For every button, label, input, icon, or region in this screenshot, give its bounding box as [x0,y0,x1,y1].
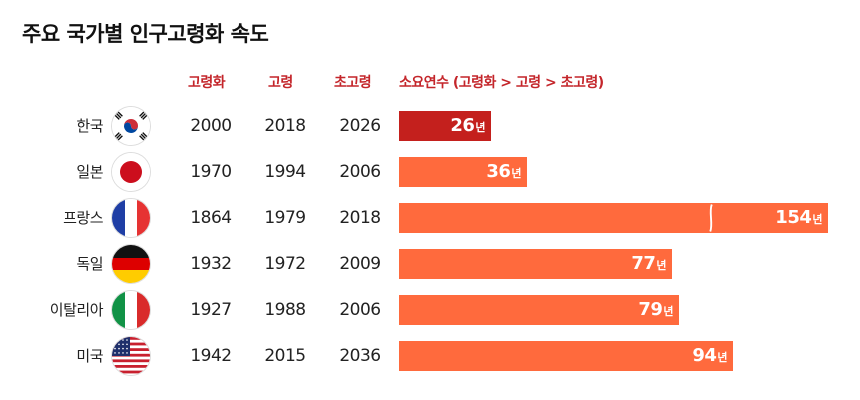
duration-bar: 26년 [399,111,491,141]
bar-value-label: 77년 [631,249,666,279]
bar-value-label: 36년 [486,157,521,187]
bar-unit: 년 [511,167,521,180]
japan-flag-icon [112,153,150,191]
year-super-aged: 2026 [339,116,381,136]
country-label: 한국 [76,117,103,135]
year-aging: 1942 [190,346,232,366]
korea-flag-icon [112,107,150,145]
year-aging: 1927 [190,300,232,320]
country-label: 일본 [76,163,103,181]
bar-value-label: 26년 [450,111,485,141]
table-row: 이탈리아 1927 1988 2006 79년 [0,290,860,330]
year-aged: 2018 [264,116,306,136]
table-row: 한국 2000 2018 2026 26년 [0,106,860,146]
bar-unit: 년 [717,351,727,364]
table-row: 미국 1942 2015 2036 94년 [0,336,860,376]
italy-flag-icon [112,291,150,329]
country-label: 독일 [76,255,103,273]
bar-unit: 년 [663,305,673,318]
duration-bar: 94년 [399,341,733,371]
year-aged: 1988 [264,300,306,320]
bar-value: 77 [631,253,656,274]
bar-value: 26 [450,115,475,136]
axis-break-icon [709,204,713,232]
year-aged: 1994 [264,162,306,182]
bar-value: 154 [775,207,812,228]
header-super-aged: 초고령 [334,75,372,91]
year-super-aged: 2006 [339,162,381,182]
header-aging: 고령화 [188,75,226,91]
country-label: 미국 [76,347,103,365]
duration-bar: 154년 [399,203,828,233]
bar-value-label: 79년 [638,295,673,325]
year-aged: 2015 [264,346,306,366]
bar-unit: 년 [812,213,822,226]
table-row: 일본 1970 1994 2006 36년 [0,152,860,192]
duration-bar: 36년 [399,157,527,187]
header-duration: 소요연수 (고령화 > 고령 > 초고령) [399,75,604,91]
france-flag-icon [112,199,150,237]
germany-flag-icon [112,245,150,283]
bar-value: 94 [692,345,717,366]
duration-bar: 79년 [399,295,679,325]
usa-flag-icon [112,337,150,375]
bar-value-label: 94년 [692,341,727,371]
bar-value: 79 [638,299,663,320]
chart-title: 주요 국가별 인구고령화 속도 [22,22,269,46]
year-aging: 1970 [190,162,232,182]
year-aging: 1932 [190,254,232,274]
table-row: 독일 1932 1972 2009 77년 [0,244,860,284]
year-aged: 1979 [264,208,306,228]
bar-value-label: 154년 [775,203,822,233]
bar-unit: 년 [475,121,485,134]
country-label: 이탈리아 [49,301,104,319]
header-aged: 고령 [268,75,293,91]
bar-value: 36 [486,161,511,182]
year-super-aged: 2009 [339,254,381,274]
bar-unit: 년 [656,259,666,272]
country-label: 프랑스 [63,209,103,227]
year-super-aged: 2006 [339,300,381,320]
year-aged: 1972 [264,254,306,274]
year-super-aged: 2036 [339,346,381,366]
year-super-aged: 2018 [339,208,381,228]
table-row: 프랑스 1864 1979 2018 154년 [0,198,860,238]
duration-bar: 77년 [399,249,672,279]
year-aging: 1864 [190,208,232,228]
year-aging: 2000 [190,116,232,136]
